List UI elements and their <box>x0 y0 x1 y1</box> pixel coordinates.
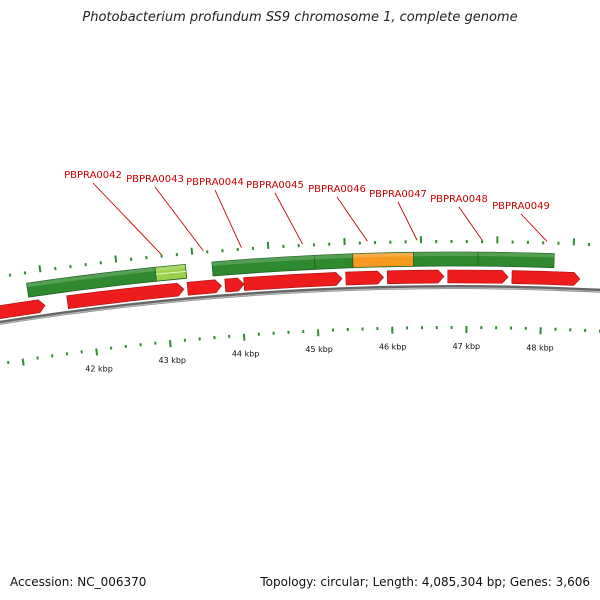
gene-leader-1 <box>154 186 204 251</box>
outer-tick-ring <box>8 236 591 277</box>
reverse-cds-2 <box>186 279 222 296</box>
outer-tick-15 <box>190 247 194 255</box>
inner-tick-3 <box>21 358 25 366</box>
forward-cds-shine-2 <box>211 255 315 267</box>
reverse-cds-5 <box>345 270 384 286</box>
genome-backbone <box>0 285 600 325</box>
gene-label-6: PBPRA0048 <box>430 194 488 205</box>
scale-label-6: 48 kbp <box>526 343 554 352</box>
map-title: Photobacterium profundum SS9 chromosome … <box>82 10 518 25</box>
reverse-cds-track <box>0 269 581 320</box>
scale-label-4: 46 kbp <box>379 343 407 352</box>
forward-cds-shine-3 <box>314 253 353 260</box>
accession-label: Accession: NC_006370 <box>10 575 147 589</box>
scale-label-2: 44 kbp <box>232 350 260 359</box>
reverse-cds-4 <box>243 272 343 291</box>
scale-label-1: 43 kbp <box>158 356 186 365</box>
scale-label-0: 42 kbp <box>85 364 113 373</box>
backbone-highlight <box>0 287 600 325</box>
gene-leader-4 <box>336 196 368 242</box>
gene-leader-5 <box>397 201 418 241</box>
gene-leader-2 <box>214 189 242 248</box>
forward-cds-shine-1 <box>155 264 186 272</box>
outer-tick-5 <box>38 265 42 273</box>
gene-label-1: PBPRA0043 <box>126 174 184 185</box>
gene-label-3: PBPRA0045 <box>246 180 304 191</box>
forward-cds-track <box>26 251 555 298</box>
reverse-cds-8 <box>511 270 581 286</box>
inner-tick-18 <box>242 333 246 341</box>
gene-label-0: PBPRA0042 <box>64 170 122 181</box>
gene-label-2: PBPRA0044 <box>186 177 244 188</box>
reverse-cds-0 <box>0 299 46 320</box>
forward-cds-6 <box>477 251 555 269</box>
scale-label-3: 45 kbp <box>305 345 333 354</box>
forward-cds-shine-5 <box>413 251 479 257</box>
scale-labels: 42 kbp 43 kbp 44 kbp 45 kbp 46 kbp 47 kbp 48 k… <box>85 342 600 373</box>
scale-label-5: 47 kbp <box>453 342 481 351</box>
inner-tick-8 <box>95 348 99 356</box>
gene-leader-6 <box>458 206 483 241</box>
inner-tick-ring <box>7 326 600 366</box>
gene-label-4: PBPRA0046 <box>308 184 366 195</box>
gene-leader-3 <box>274 192 303 245</box>
forward-cds-shine-4 <box>352 252 414 258</box>
genome-summary-label: Topology: circular; Length: 4,085,304 bp… <box>260 575 590 589</box>
gene-label-5: PBPRA0047 <box>369 189 427 200</box>
reverse-cds-1 <box>66 282 185 310</box>
backbone-arc <box>0 285 600 325</box>
forward-cds-split <box>155 270 187 275</box>
reverse-cds-6 <box>386 269 445 285</box>
gene-leader-0 <box>92 182 162 255</box>
reverse-cds-3 <box>224 277 245 293</box>
inner-tick-13 <box>168 340 172 348</box>
gene-labels: PBPRA0042 PBPRA0043 PBPRA0044 PBPRA0045 PBPR… <box>64 170 550 255</box>
reverse-cds-7 <box>447 269 509 284</box>
forward-cds-shine-6 <box>478 252 555 258</box>
forward-cds-shine-0 <box>26 267 156 288</box>
gene-leader-7 <box>520 213 548 242</box>
outer-tick-10 <box>114 255 118 263</box>
gene-label-7: PBPRA0049 <box>492 201 550 212</box>
